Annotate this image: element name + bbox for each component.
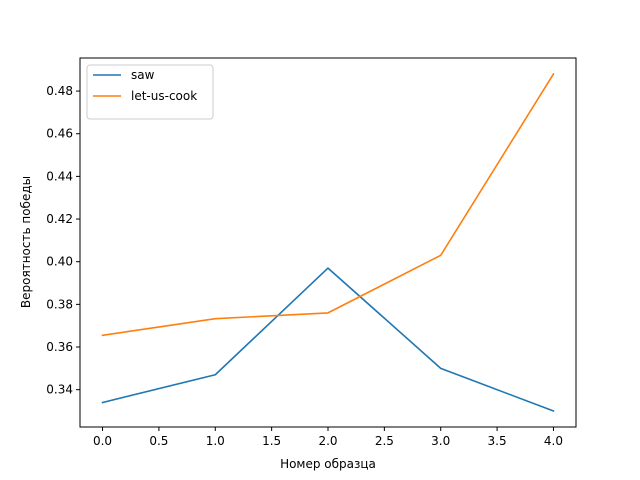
legend-box (86, 64, 214, 120)
legend-label: let-us-cook (131, 89, 197, 103)
x-tick-label: 0.5 (149, 434, 168, 448)
y-axis-label: Вероятность победы (19, 176, 33, 308)
x-tick-label: 0.0 (93, 434, 112, 448)
y-tick-label: 0.38 (46, 297, 73, 311)
y-tick-label: 0.48 (46, 84, 73, 98)
x-tick-label: 2.5 (375, 434, 394, 448)
y-tick-label: 0.34 (46, 383, 73, 397)
x-axis: 0.0 0.5 1.0 1.5 2.0 2.5 3.0 3.5 4.0 (93, 427, 563, 448)
x-axis-label: Номер образца (280, 457, 376, 471)
series-line-let-us-cook (101, 72, 555, 337)
x-tick-label: 4.0 (544, 434, 563, 448)
y-axis: 0.34 0.36 0.38 0.40 0.42 0.44 0.46 0.48 (46, 84, 80, 397)
legend: saw let-us-cook (86, 64, 214, 120)
legend-label: saw (131, 68, 155, 82)
x-tick-label: 3.0 (431, 434, 450, 448)
y-tick-label: 0.42 (46, 212, 73, 226)
x-tick-label: 3.5 (488, 434, 507, 448)
y-tick-label: 0.46 (46, 127, 73, 141)
series-layer (101, 72, 555, 413)
x-tick-label: 1.0 (206, 434, 225, 448)
series-line-saw (101, 267, 555, 413)
y-tick-label: 0.36 (46, 340, 73, 354)
x-tick-label: 1.5 (262, 434, 281, 448)
y-tick-label: 0.44 (46, 169, 73, 183)
x-tick-label: 2.0 (318, 434, 337, 448)
y-tick-label: 0.40 (46, 255, 73, 269)
